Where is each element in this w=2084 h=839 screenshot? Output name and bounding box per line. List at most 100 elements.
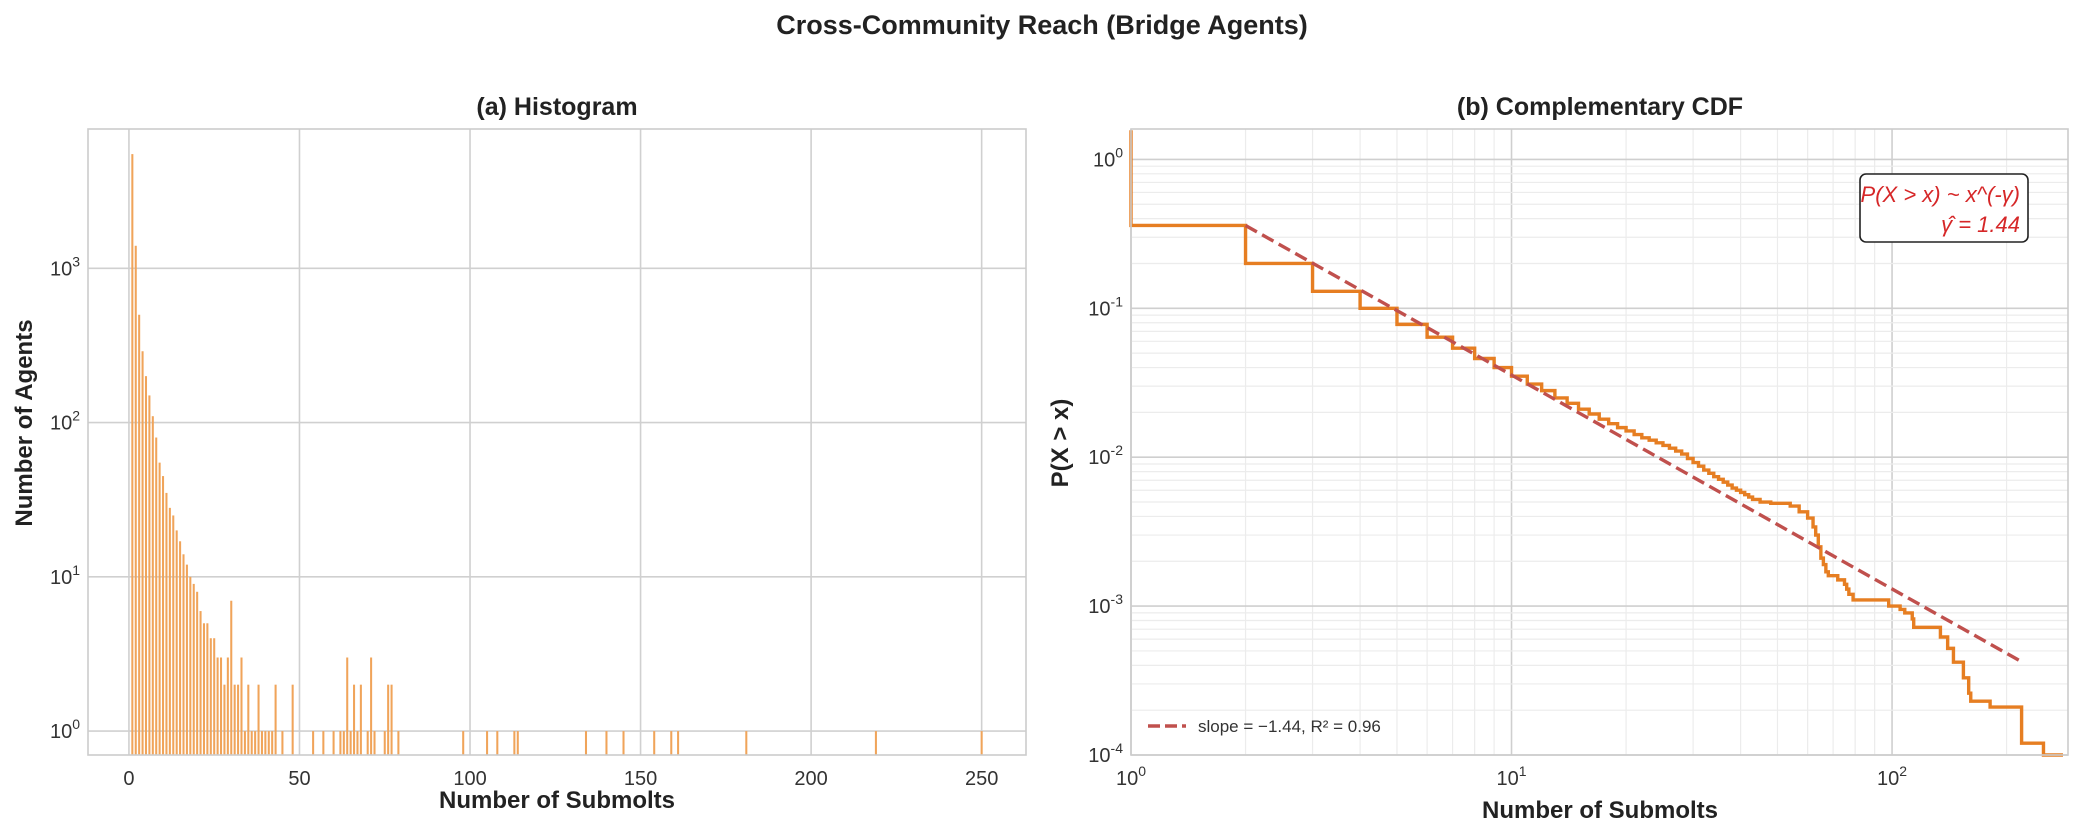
histogram-bar bbox=[516, 731, 519, 755]
ccdf-x-axis-label: Number of Submolts bbox=[1482, 797, 1718, 824]
histogram-bar bbox=[179, 541, 182, 755]
ccdf-y-tick-label: 10-4 bbox=[1088, 740, 1123, 767]
legend-fit-label: slope = −1.44, R² = 0.96 bbox=[1198, 717, 1381, 736]
histogram-bar bbox=[397, 731, 400, 755]
histogram-x-tick-label: 100 bbox=[453, 768, 486, 790]
histogram-bar bbox=[605, 731, 608, 755]
histogram-bar bbox=[260, 731, 263, 755]
histogram-bar bbox=[155, 437, 158, 755]
fit-annotation-gamma: γ̂ = 1.44 bbox=[1941, 212, 2020, 237]
ccdf-title: (b) Complementary CDF bbox=[1457, 93, 1743, 121]
histogram-bar bbox=[151, 416, 154, 755]
histogram-y-tick-label: 100 bbox=[50, 716, 80, 743]
histogram-bar bbox=[980, 731, 983, 755]
histogram-bar bbox=[216, 657, 219, 755]
histogram-bar bbox=[271, 731, 274, 755]
ccdf-y-tick-label: 10-1 bbox=[1088, 293, 1123, 320]
histogram-bar bbox=[148, 395, 151, 755]
histogram-bar bbox=[387, 684, 390, 755]
histogram-bar bbox=[496, 731, 499, 755]
histogram-bar bbox=[189, 576, 192, 755]
histogram-bar bbox=[332, 731, 335, 755]
histogram-frame bbox=[87, 128, 1027, 756]
histogram-bar bbox=[254, 731, 257, 755]
histogram-bar bbox=[230, 600, 233, 755]
histogram-bar bbox=[874, 731, 877, 755]
histogram-bar bbox=[366, 731, 369, 755]
histogram-bar bbox=[677, 731, 680, 755]
histogram-bar bbox=[359, 684, 362, 755]
fit-annotation-formula: P(X > x) ~ x^(-γ) bbox=[1861, 182, 2020, 207]
histogram-x-tick-label: 250 bbox=[965, 768, 998, 790]
histogram-bar bbox=[312, 731, 315, 755]
histogram-bar bbox=[339, 731, 342, 755]
histogram-bar bbox=[220, 657, 223, 755]
histogram-bar bbox=[322, 731, 325, 755]
histogram-bar bbox=[182, 554, 185, 755]
histogram-bar bbox=[274, 684, 277, 755]
histogram-bar bbox=[264, 731, 267, 755]
histogram-bar bbox=[213, 638, 216, 755]
ccdf-panel: 100 101 102 10-4 10-3 10-2 10-1 100 P(X > x) ~ x… bbox=[1088, 128, 2069, 790]
ccdf-legend: slope = −1.44, R² = 0.96 bbox=[1148, 717, 1381, 736]
histogram-bar bbox=[237, 684, 240, 755]
histogram-bar bbox=[353, 684, 356, 755]
figure-title: Cross-Community Reach (Bridge Agents) bbox=[776, 10, 1308, 40]
histogram-panel: 0 50 100 150 200 250 100 101 102 103 bbox=[50, 128, 1027, 790]
histogram-bar bbox=[175, 530, 178, 755]
histogram-y-axis-label: Number of Agents bbox=[11, 319, 38, 526]
histogram-bar bbox=[462, 731, 465, 755]
histogram-y-tick-label: 101 bbox=[50, 562, 80, 589]
ccdf-x-tick-label: 100 bbox=[1116, 763, 1146, 790]
histogram-bar bbox=[291, 684, 294, 755]
histogram-bar bbox=[390, 684, 393, 755]
histogram-bar bbox=[172, 515, 175, 755]
histogram-x-tick-label: 0 bbox=[123, 768, 134, 790]
histogram-bar bbox=[144, 376, 148, 755]
histogram-x-axis-label: Number of Submolts bbox=[439, 787, 675, 814]
histogram-bar bbox=[356, 731, 359, 755]
histogram-bar bbox=[209, 638, 212, 755]
histogram-bar bbox=[670, 731, 673, 755]
ccdf-y-tick-label: 10-2 bbox=[1088, 442, 1123, 469]
histogram-bar bbox=[622, 731, 625, 755]
histogram-bar bbox=[281, 731, 284, 755]
histogram-bar bbox=[202, 623, 205, 755]
histogram-bar bbox=[373, 731, 376, 755]
ccdf-y-axis-label: P(X > x) bbox=[1047, 399, 1074, 488]
histogram-bar bbox=[240, 657, 243, 755]
histogram-bar bbox=[138, 314, 141, 755]
histogram-bar bbox=[223, 684, 226, 755]
histogram-bar bbox=[233, 684, 236, 755]
ccdf-x-tick-label: 102 bbox=[1877, 763, 1907, 790]
histogram-bar bbox=[370, 657, 373, 755]
histogram-bar bbox=[185, 564, 188, 755]
histogram-bar bbox=[247, 684, 250, 755]
histogram-bar bbox=[199, 611, 202, 755]
histogram-bar bbox=[513, 731, 516, 755]
histogram-bar bbox=[383, 731, 386, 755]
histogram-bar bbox=[168, 507, 171, 755]
histogram-bar bbox=[141, 351, 144, 755]
ccdf-y-tick-label: 10-3 bbox=[1088, 591, 1123, 618]
histogram-bar bbox=[342, 731, 345, 755]
histogram-bar bbox=[192, 583, 195, 755]
histogram-y-tick-label: 102 bbox=[50, 408, 80, 435]
histogram-bar bbox=[257, 684, 260, 755]
ccdf-y-tick-label: 100 bbox=[1093, 144, 1123, 171]
histogram-bar bbox=[250, 731, 253, 755]
histogram-bar bbox=[584, 731, 588, 755]
ccdf-frame bbox=[1130, 128, 2069, 756]
histogram-bar bbox=[486, 731, 489, 755]
histogram-bar bbox=[346, 657, 349, 755]
histogram-bar bbox=[131, 154, 134, 755]
histogram-bar bbox=[745, 731, 748, 755]
histogram-y-tick-label: 103 bbox=[50, 253, 80, 280]
histogram-bar bbox=[243, 731, 246, 755]
histogram-x-tick-label: 200 bbox=[794, 768, 827, 790]
fit-annotation-box bbox=[1859, 173, 2029, 243]
histogram-x-tick-label: 50 bbox=[288, 768, 310, 790]
histogram-x-tick-label: 150 bbox=[624, 768, 657, 790]
histogram-bar bbox=[196, 591, 199, 755]
